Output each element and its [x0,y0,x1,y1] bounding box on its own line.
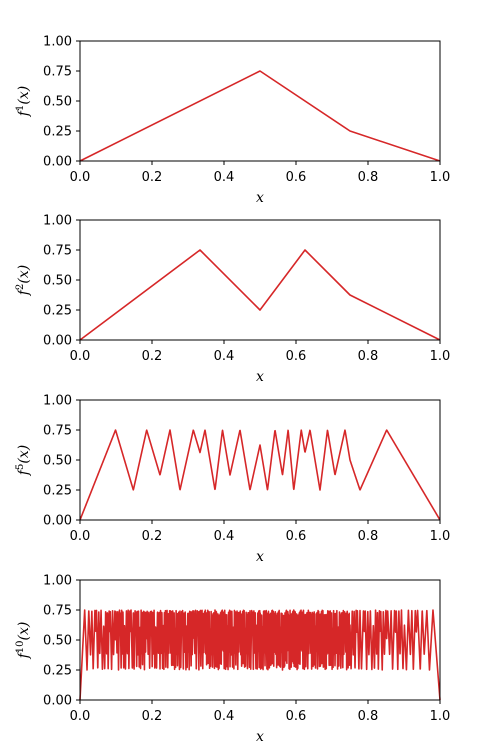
x-axis-label: x [256,190,264,206]
y-tick-label: 1.00 [43,35,72,50]
y-tick-label: 0.75 [43,424,72,439]
y-axis-label: f2(x) [15,265,33,296]
y-tick-label: 0.75 [43,604,72,619]
x-tick-label: 1.0 [430,170,451,185]
x-tick-label: 0.8 [358,170,379,185]
y-tick-label: 0.50 [43,95,72,110]
y-tick-label: 0.75 [43,244,72,259]
series-line-f10 [79,609,441,701]
x-axis-label: x [256,549,264,565]
x-axis-label: x [256,729,264,745]
x-tick-label: 1.0 [430,529,451,544]
x-tick-label: 1.0 [430,709,451,724]
y-tick-label: 0.75 [43,65,72,80]
x-tick-label: 0.2 [142,709,163,724]
y-tick-label: 0.00 [43,334,72,349]
x-tick-label: 0.0 [70,170,91,185]
x-tick-label: 0.8 [358,349,379,364]
x-tick-label: 0.6 [286,529,307,544]
y-tick-label: 0.00 [43,694,72,709]
y-tick-label: 0.00 [43,514,72,529]
subplot-3: 0.0 0.2 0.4 0.6 0.8 1.0 0.00 0.25 0.50 0.75 1.00 x f… [15,394,451,566]
y-tick-label: 0.50 [43,274,72,289]
x-tick-label: 0.2 [142,529,163,544]
x-tick-label: 0.6 [286,709,307,724]
y-tick-label: 1.00 [43,574,72,589]
y-tick-label: 0.25 [43,125,72,140]
x-tick-label: 0.2 [142,349,163,364]
subplot-2: 0.0 0.2 0.4 0.6 0.8 1.0 0.00 0.25 0.50 0.75 1.00 x f… [15,214,451,386]
subplot-4: 0.0 0.2 0.4 0.6 0.8 1.0 0.00 0.25 0.50 0.75 1.00 x f… [15,574,451,746]
series-line-f5 [79,429,441,521]
series-line-f1 [79,70,441,162]
x-tick-label: 0.8 [358,529,379,544]
axes-frame [79,399,441,521]
x-tick-label: 0.4 [214,709,235,724]
y-tick-label: 1.00 [43,394,72,409]
y-tick-label: 1.00 [43,214,72,229]
x-tick-label: 1.0 [430,349,451,364]
x-tick-label: 0.2 [142,170,163,185]
y-tick-label: 0.50 [43,454,72,469]
y-tick-label: 0.25 [43,304,72,319]
x-tick-label: 0.6 [286,349,307,364]
y-axis-label: f1(x) [15,86,33,117]
y-tick-label: 0.00 [43,155,72,170]
y-tick-label: 0.25 [43,664,72,679]
y-tick-label: 0.25 [43,484,72,499]
x-tick-label: 0.4 [214,529,235,544]
x-tick-label: 0.4 [214,170,235,185]
x-tick-label: 0.4 [214,349,235,364]
x-tick-label: 0.6 [286,170,307,185]
x-tick-label: 0.8 [358,709,379,724]
x-tick-label: 0.0 [70,709,91,724]
x-axis-label: x [256,369,264,385]
x-tick-label: 0.0 [70,529,91,544]
subplot-1: 0.0 0.2 0.4 0.6 0.8 1.0 0.00 0.25 0.50 0.75 1.00 x f… [15,35,451,207]
x-tick-label: 0.0 [70,349,91,364]
y-tick-label: 0.50 [43,634,72,649]
series-line-f2 [79,249,441,341]
axes-frame [79,219,441,341]
y-axis-label: f10(x) [15,622,33,660]
y-axis-label: f5(x) [15,445,33,476]
